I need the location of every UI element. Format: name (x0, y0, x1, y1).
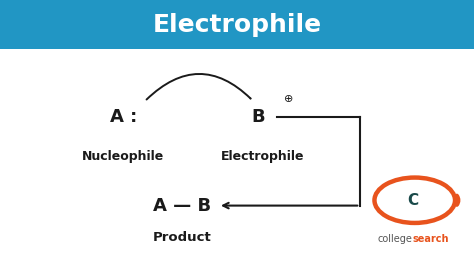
Text: C: C (407, 193, 418, 208)
Text: Electrophile: Electrophile (221, 150, 305, 163)
Text: Electrophile: Electrophile (153, 13, 321, 37)
Text: A :: A : (109, 108, 137, 127)
FancyArrowPatch shape (146, 74, 251, 100)
Text: search: search (412, 234, 449, 244)
FancyArrowPatch shape (457, 196, 458, 205)
FancyBboxPatch shape (0, 0, 474, 49)
Text: Product: Product (153, 231, 212, 244)
Text: college: college (377, 234, 412, 244)
Text: A — B: A — B (154, 197, 211, 215)
Text: Nucleophile: Nucleophile (82, 150, 164, 163)
Text: B: B (252, 108, 265, 127)
Text: ⊕: ⊕ (284, 94, 294, 104)
